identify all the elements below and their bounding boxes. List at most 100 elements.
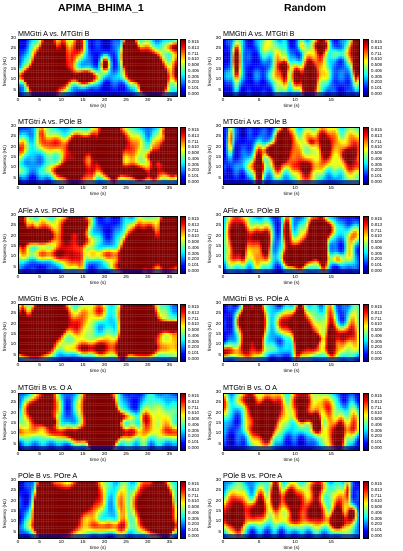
y-tick-label: 20	[6, 145, 16, 150]
colorbar-tick-label: 0.101	[371, 439, 382, 444]
colorbar-tick-label: 0.305	[371, 428, 382, 433]
colorbar-tick-label: 0.406	[188, 422, 199, 427]
panel-title: MTGtri B vs. O A	[18, 383, 72, 392]
x-tick-label: 15	[325, 186, 337, 191]
low-frequency-band	[19, 180, 177, 184]
colorbar-tick-label: 0.813	[188, 399, 199, 404]
x-tick-label: 15	[77, 186, 89, 191]
x-tick-label: 30	[142, 363, 154, 368]
colorbar-tick-label: 0.813	[371, 222, 382, 227]
x-tick-label: 0	[217, 363, 229, 368]
colorbar-tick-label: 0.915	[188, 127, 199, 132]
y-tick-label: 20	[211, 411, 221, 416]
y-tick-label: 20	[211, 57, 221, 62]
x-axis-label: time (s)	[83, 369, 113, 374]
colorbar-tick-label: 0.203	[188, 344, 199, 349]
x-tick-label: 5	[253, 98, 265, 103]
colorbar-tick-label: 0.203	[188, 433, 199, 438]
colorbar-tick-label: 0.610	[371, 233, 382, 238]
colorbar-tick-label: 0.508	[371, 62, 382, 67]
colorbar-tick-label: 0.305	[188, 251, 199, 256]
y-tick-label: 15	[211, 421, 221, 426]
colorbar-tick-label: 0.406	[188, 333, 199, 338]
colorbar	[180, 393, 186, 451]
colorbar-tick-label: 0.000	[371, 533, 382, 538]
y-tick-label: 20	[6, 411, 16, 416]
x-tick-label: 5	[34, 540, 46, 545]
y-tick-label: 10	[6, 519, 16, 524]
colorbar-tick-label: 0.610	[188, 410, 199, 415]
colorbar-tick-label: 0.101	[188, 85, 199, 90]
colorbar-tick-label: 0.508	[188, 62, 199, 67]
low-frequency-band	[19, 534, 177, 538]
y-tick-label: 20	[211, 145, 221, 150]
heatmap-cells	[224, 394, 359, 450]
x-tick-label: 15	[77, 363, 89, 368]
y-tick-label: 25	[6, 223, 16, 228]
colorbar	[363, 39, 369, 97]
x-tick-label: 10	[289, 452, 301, 457]
y-tick-label: 10	[211, 77, 221, 82]
colorbar-tick-label: 0.000	[188, 356, 199, 361]
y-tick-label: 30	[211, 124, 221, 129]
y-tick-label: 5	[6, 88, 16, 93]
colorbar-tick-label: 0.915	[188, 39, 199, 44]
x-tick-label: 25	[120, 98, 132, 103]
x-tick-label: 0	[12, 540, 24, 545]
colorbar-tick-label: 0.203	[371, 79, 382, 84]
colorbar-tick-label: 0.101	[188, 350, 199, 355]
low-frequency-band	[224, 92, 359, 96]
colorbar-tick-label: 0.101	[371, 173, 382, 178]
low-frequency-band	[224, 534, 359, 538]
colorbar-tick-label: 0.610	[371, 498, 382, 503]
heatmap-cells	[224, 128, 359, 184]
panel-title: MTGtri A vs. POle B	[18, 117, 82, 126]
colorbar-tick-label: 0.813	[188, 133, 199, 138]
colorbar-tick-label: 0.508	[371, 416, 382, 421]
x-tick-label: 0	[217, 540, 229, 545]
heatmap-plot	[223, 127, 360, 185]
colorbar-tick-label: 0.711	[371, 316, 382, 321]
y-tick-label: 15	[6, 421, 16, 426]
x-tick-label: 20	[98, 452, 110, 457]
colorbar-tick-label: 0.305	[371, 251, 382, 256]
colorbar-tick-label: 0.711	[371, 493, 382, 498]
colorbar	[180, 481, 186, 539]
y-tick-label: 5	[211, 265, 221, 270]
colorbar-tick-label: 0.101	[188, 173, 199, 178]
colorbar-tick-label: 0.000	[188, 533, 199, 538]
colorbar-tick-label: 0.711	[371, 139, 382, 144]
colorbar-tick-label: 0.406	[371, 333, 382, 338]
colorbar-tick-label: 0.813	[188, 487, 199, 492]
heatmap-plot	[18, 127, 178, 185]
x-tick-label: 0	[217, 186, 229, 191]
x-tick-label: 20	[98, 540, 110, 545]
x-tick-label: 0	[12, 452, 24, 457]
y-tick-label: 10	[211, 165, 221, 170]
x-tick-label: 15	[325, 98, 337, 103]
colorbar-tick-label: 0.305	[188, 74, 199, 79]
y-tick-label: 15	[211, 332, 221, 337]
low-frequency-band	[19, 269, 177, 273]
x-tick-label: 0	[12, 186, 24, 191]
low-frequency-band	[224, 180, 359, 184]
x-tick-label: 30	[142, 540, 154, 545]
y-tick-label: 30	[6, 36, 16, 41]
colorbar-tick-label: 0.711	[371, 405, 382, 410]
panel-title: POle B vs. POre A	[223, 471, 282, 480]
colorbar-tick-label: 0.203	[188, 521, 199, 526]
colorbar-tick-label: 0.305	[188, 516, 199, 521]
heatmap-plot	[223, 481, 360, 539]
heatmap-cells	[224, 305, 359, 361]
x-tick-label: 10	[55, 98, 67, 103]
x-tick-label: 15	[325, 275, 337, 280]
x-tick-label: 5	[34, 98, 46, 103]
colorbar-tick-label: 0.508	[188, 416, 199, 421]
y-tick-label: 25	[6, 134, 16, 139]
x-tick-label: 15	[77, 98, 89, 103]
colorbar-tick-label: 0.915	[188, 481, 199, 486]
colorbar-tick-label: 0.915	[371, 39, 382, 44]
colorbar	[180, 304, 186, 362]
y-tick-label: 30	[211, 301, 221, 306]
y-tick-label: 25	[211, 134, 221, 139]
